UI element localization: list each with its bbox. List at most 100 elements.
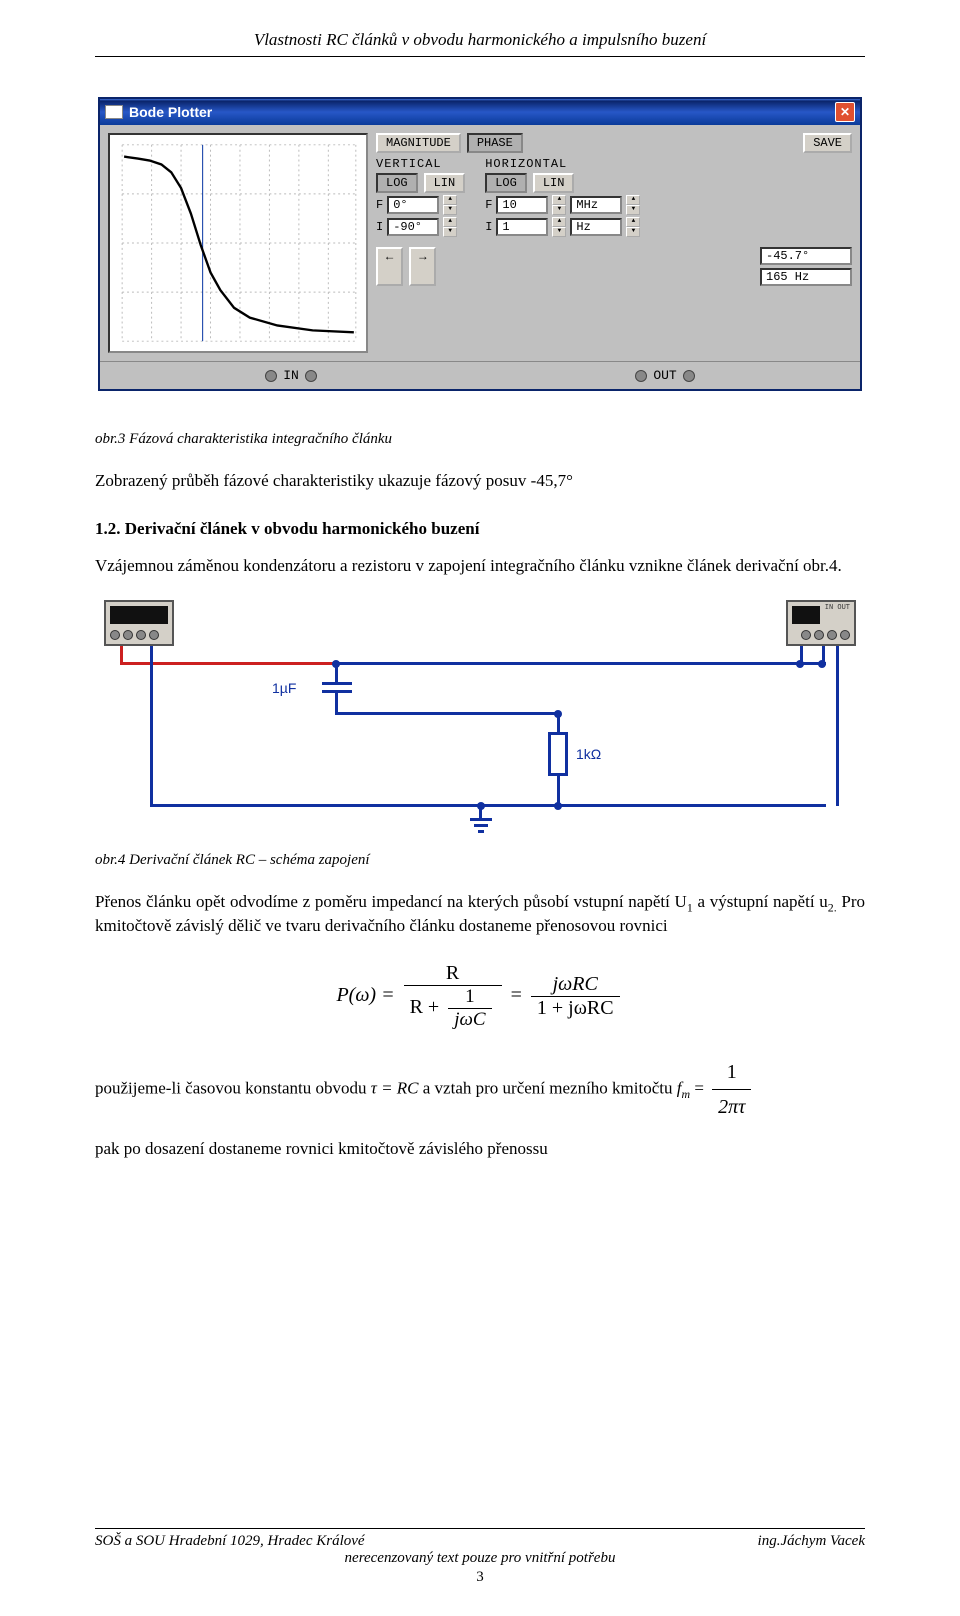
formula-num2: jωRC: [531, 973, 620, 997]
horizontal-label: HORIZONTAL: [485, 157, 640, 171]
circuit-schematic: IN OUT 1µF: [100, 596, 860, 836]
phase-button[interactable]: PHASE: [467, 133, 523, 153]
footer-right: ing.Jáchym Vacek: [758, 1533, 865, 1550]
para3-sub2: 2.: [828, 900, 837, 914]
tau-eq: τ = RC: [371, 1079, 419, 1098]
phase-plot: [108, 133, 368, 353]
h-log-button[interactable]: LOG: [485, 173, 527, 193]
vF-value[interactable]: 0°: [387, 196, 439, 214]
hI-unit-spinner[interactable]: ▲▼: [626, 217, 640, 237]
para-derivation-intro: Vzájemnou záměnou kondenzátoru a rezisto…: [95, 555, 865, 578]
axis-controls: VERTICAL LOG LIN F 0° ▲▼ I -90°: [376, 157, 852, 237]
v-lin-button[interactable]: LIN: [424, 173, 466, 193]
node-scope-top1: [796, 660, 804, 668]
hI-label: I: [485, 220, 492, 234]
para-tau-fm: použijeme-li časovou konstantu obvodu τ …: [95, 1055, 865, 1124]
out-port: OUT: [635, 368, 694, 383]
in-port-dot2: [305, 370, 317, 382]
phase-trace: [124, 157, 354, 333]
scope-instrument: IN OUT: [786, 600, 856, 646]
wire-bottom: [150, 804, 826, 807]
cursor-right-button[interactable]: →: [409, 247, 436, 286]
page-number: 3: [95, 1569, 865, 1586]
window-icon: [105, 105, 123, 119]
scope-inout-label: IN OUT: [825, 604, 850, 612]
in-label: IN: [283, 368, 299, 383]
h-lin-button[interactable]: LIN: [533, 173, 575, 193]
save-button[interactable]: SAVE: [803, 133, 852, 153]
section-1-2-heading: 1.2. Derivační článek v obvodu harmonick…: [95, 519, 865, 539]
close-button[interactable]: ✕: [835, 102, 855, 122]
node-scope-top2: [818, 660, 826, 668]
resistor-label: 1kΩ: [576, 746, 601, 762]
footer-center: nerecenzovaný text pouze pro vnitřní pot…: [95, 1550, 865, 1567]
vF-spinner[interactable]: ▲▼: [443, 195, 457, 215]
node-gnd: [477, 802, 485, 810]
fm-sub: m: [681, 1087, 690, 1101]
formula-frac2: jωRC 1 + jωRC: [531, 973, 620, 1020]
para3-a: Přenos článku opět odvodíme z poměru imp…: [95, 892, 687, 911]
formula-eq: =: [511, 984, 522, 1006]
page: Vlastnosti RC článků v obvodu harmonické…: [0, 0, 960, 1616]
node-top-cap: [332, 660, 340, 668]
wire-mid: [335, 712, 560, 715]
vI-value[interactable]: -90°: [387, 218, 439, 236]
footer-row: SOŠ a SOU Hradební 1029, Hradec Králové …: [95, 1533, 865, 1550]
out-port-dot: [635, 370, 647, 382]
figure3-caption: obr.3 Fázová charakteristika integračníh…: [95, 431, 865, 448]
source-instrument: [104, 600, 174, 646]
hF-label: F: [485, 198, 492, 212]
para-transfer-intro: Přenos článku opět odvodíme z poměru imp…: [95, 891, 865, 938]
hI-unit[interactable]: Hz: [570, 218, 622, 236]
port-row: IN OUT: [100, 361, 860, 389]
hF-spinner[interactable]: ▲▼: [552, 195, 566, 215]
out-label: OUT: [653, 368, 676, 383]
para-phase-shift: Zobrazený průběh fázové charakteristiky …: [95, 470, 865, 493]
out-port-dot2: [683, 370, 695, 382]
hI-value[interactable]: 1: [496, 218, 548, 236]
hF-value[interactable]: 10: [496, 196, 548, 214]
header-rule: [95, 56, 865, 57]
cursor-left-button[interactable]: ←: [376, 247, 403, 286]
mode-row: MAGNITUDE PHASE SAVE: [376, 133, 852, 153]
para4-b: a vztah pro určení mezního kmitočtu: [423, 1079, 677, 1098]
close-icon: ✕: [840, 105, 850, 119]
hF-unit-spinner[interactable]: ▲▼: [626, 195, 640, 215]
capacitor-label: 1µF: [272, 680, 296, 696]
formula-num1: R: [404, 962, 502, 986]
vI-label: I: [376, 220, 383, 234]
res-lead-top: [557, 714, 560, 732]
figure4-caption: obr.4 Derivační článek RC – schéma zapoj…: [95, 852, 865, 869]
hF-unit[interactable]: MHz: [570, 196, 622, 214]
vertical-col: VERTICAL LOG LIN F 0° ▲▼ I -90°: [376, 157, 465, 237]
wire-scope-gnd-down: [836, 646, 839, 806]
formula-lhs: P(ω) =: [336, 984, 394, 1006]
vI-spinner[interactable]: ▲▼: [443, 217, 457, 237]
magnitude-button[interactable]: MAGNITUDE: [376, 133, 461, 153]
res-lead-bot: [557, 776, 560, 806]
footer-left: SOŠ a SOU Hradební 1029, Hradec Králové: [95, 1533, 365, 1550]
phase-curve-svg: [110, 135, 366, 351]
bode-controls: MAGNITUDE PHASE SAVE VERTICAL LOG LIN F: [376, 133, 852, 353]
para3-b: a výstupní napětí u: [693, 892, 828, 911]
titlebar-left: Bode Plotter: [105, 104, 212, 120]
bode-body: MAGNITUDE PHASE SAVE VERTICAL LOG LIN F: [100, 125, 860, 361]
running-header: Vlastnosti RC článků v obvodu harmonické…: [95, 30, 865, 50]
formula-den2: 1 + jωRC: [531, 997, 620, 1020]
vF-label: F: [376, 198, 383, 212]
formula-frac1: R R + 1 jωC: [404, 962, 502, 1031]
para4-a: použijeme-li časovou konstantu obvodu: [95, 1079, 371, 1098]
wire-src-gnd-down: [150, 646, 153, 806]
cursor-arrows: ← → -45.7° 165 Hz: [376, 247, 852, 286]
transfer-formula: P(ω) = R R + 1 jωC = jωRC 1 + jωRC: [95, 962, 865, 1031]
readout-freq: 165 Hz: [760, 268, 852, 286]
wire-top-right: [336, 662, 826, 665]
v-log-button[interactable]: LOG: [376, 173, 418, 193]
vertical-label: VERTICAL: [376, 157, 465, 171]
resistor: [548, 732, 568, 776]
in-port-dot: [265, 370, 277, 382]
horizontal-col: HORIZONTAL LOG LIN F 10 ▲▼ MHz ▲▼: [485, 157, 640, 237]
hI-spinner[interactable]: ▲▼: [552, 217, 566, 237]
para-after-sub: pak po dosazení dostaneme rovnici kmitoč…: [95, 1138, 865, 1161]
window-titlebar: Bode Plotter ✕: [100, 99, 860, 125]
